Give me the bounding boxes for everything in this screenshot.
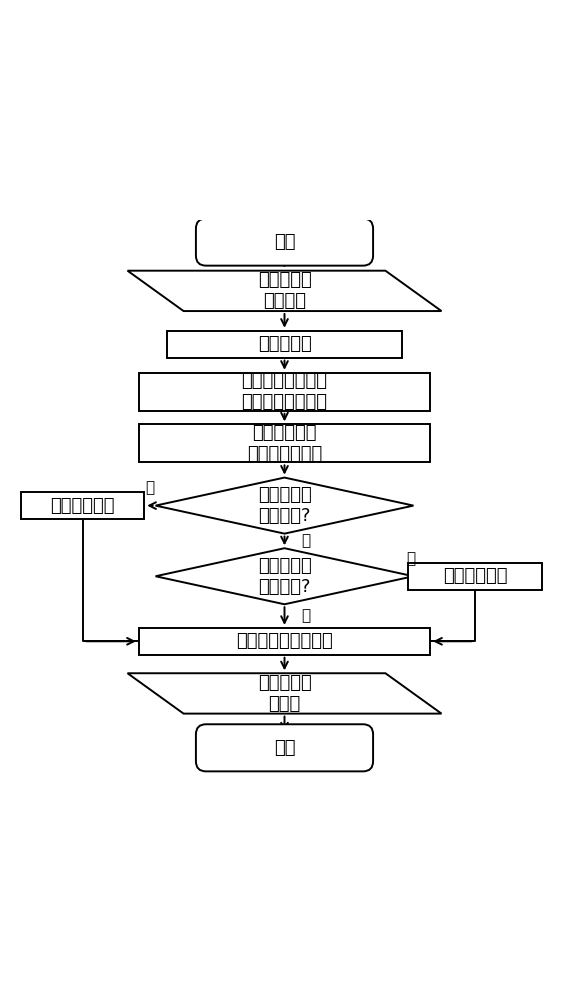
Text: 读取生产井
生产数据: 读取生产井 生产数据 bbox=[258, 271, 311, 310]
Bar bbox=[139, 424, 430, 462]
Text: 结束: 结束 bbox=[274, 739, 295, 757]
Text: 数据预处理: 数据预处理 bbox=[258, 335, 311, 353]
Bar bbox=[139, 628, 430, 655]
Text: 判定为缝洞复合连通: 判定为缝洞复合连通 bbox=[236, 632, 333, 650]
Bar bbox=[139, 373, 430, 411]
Text: 否: 否 bbox=[302, 609, 311, 624]
Text: 输出井间连
通模式: 输出井间连 通模式 bbox=[258, 674, 311, 713]
Polygon shape bbox=[155, 548, 414, 604]
Text: 开始: 开始 bbox=[274, 233, 295, 251]
Text: 是: 是 bbox=[406, 551, 415, 566]
Polygon shape bbox=[155, 478, 414, 534]
FancyBboxPatch shape bbox=[196, 219, 373, 266]
FancyBboxPatch shape bbox=[196, 724, 373, 771]
Text: 是: 是 bbox=[145, 481, 155, 496]
Text: 判定为缝连通: 判定为缝连通 bbox=[51, 497, 115, 515]
Text: 判定为洞连通: 判定为洞连通 bbox=[443, 567, 508, 585]
Polygon shape bbox=[127, 271, 442, 311]
Text: 计算含水率最
大波动特征参数: 计算含水率最 大波动特征参数 bbox=[247, 424, 322, 463]
Bar bbox=[167, 331, 402, 358]
Text: 否: 否 bbox=[302, 533, 311, 548]
Text: 特征参数均
小于阈值?: 特征参数均 小于阈值? bbox=[258, 557, 311, 596]
Bar bbox=[21, 492, 145, 519]
Bar bbox=[408, 563, 542, 590]
Polygon shape bbox=[127, 673, 442, 714]
Text: 特征参数均
大于阈值?: 特征参数均 大于阈值? bbox=[258, 486, 311, 525]
Text: 计算产油、产水量
波动程度特征参数: 计算产油、产水量 波动程度特征参数 bbox=[241, 372, 328, 411]
